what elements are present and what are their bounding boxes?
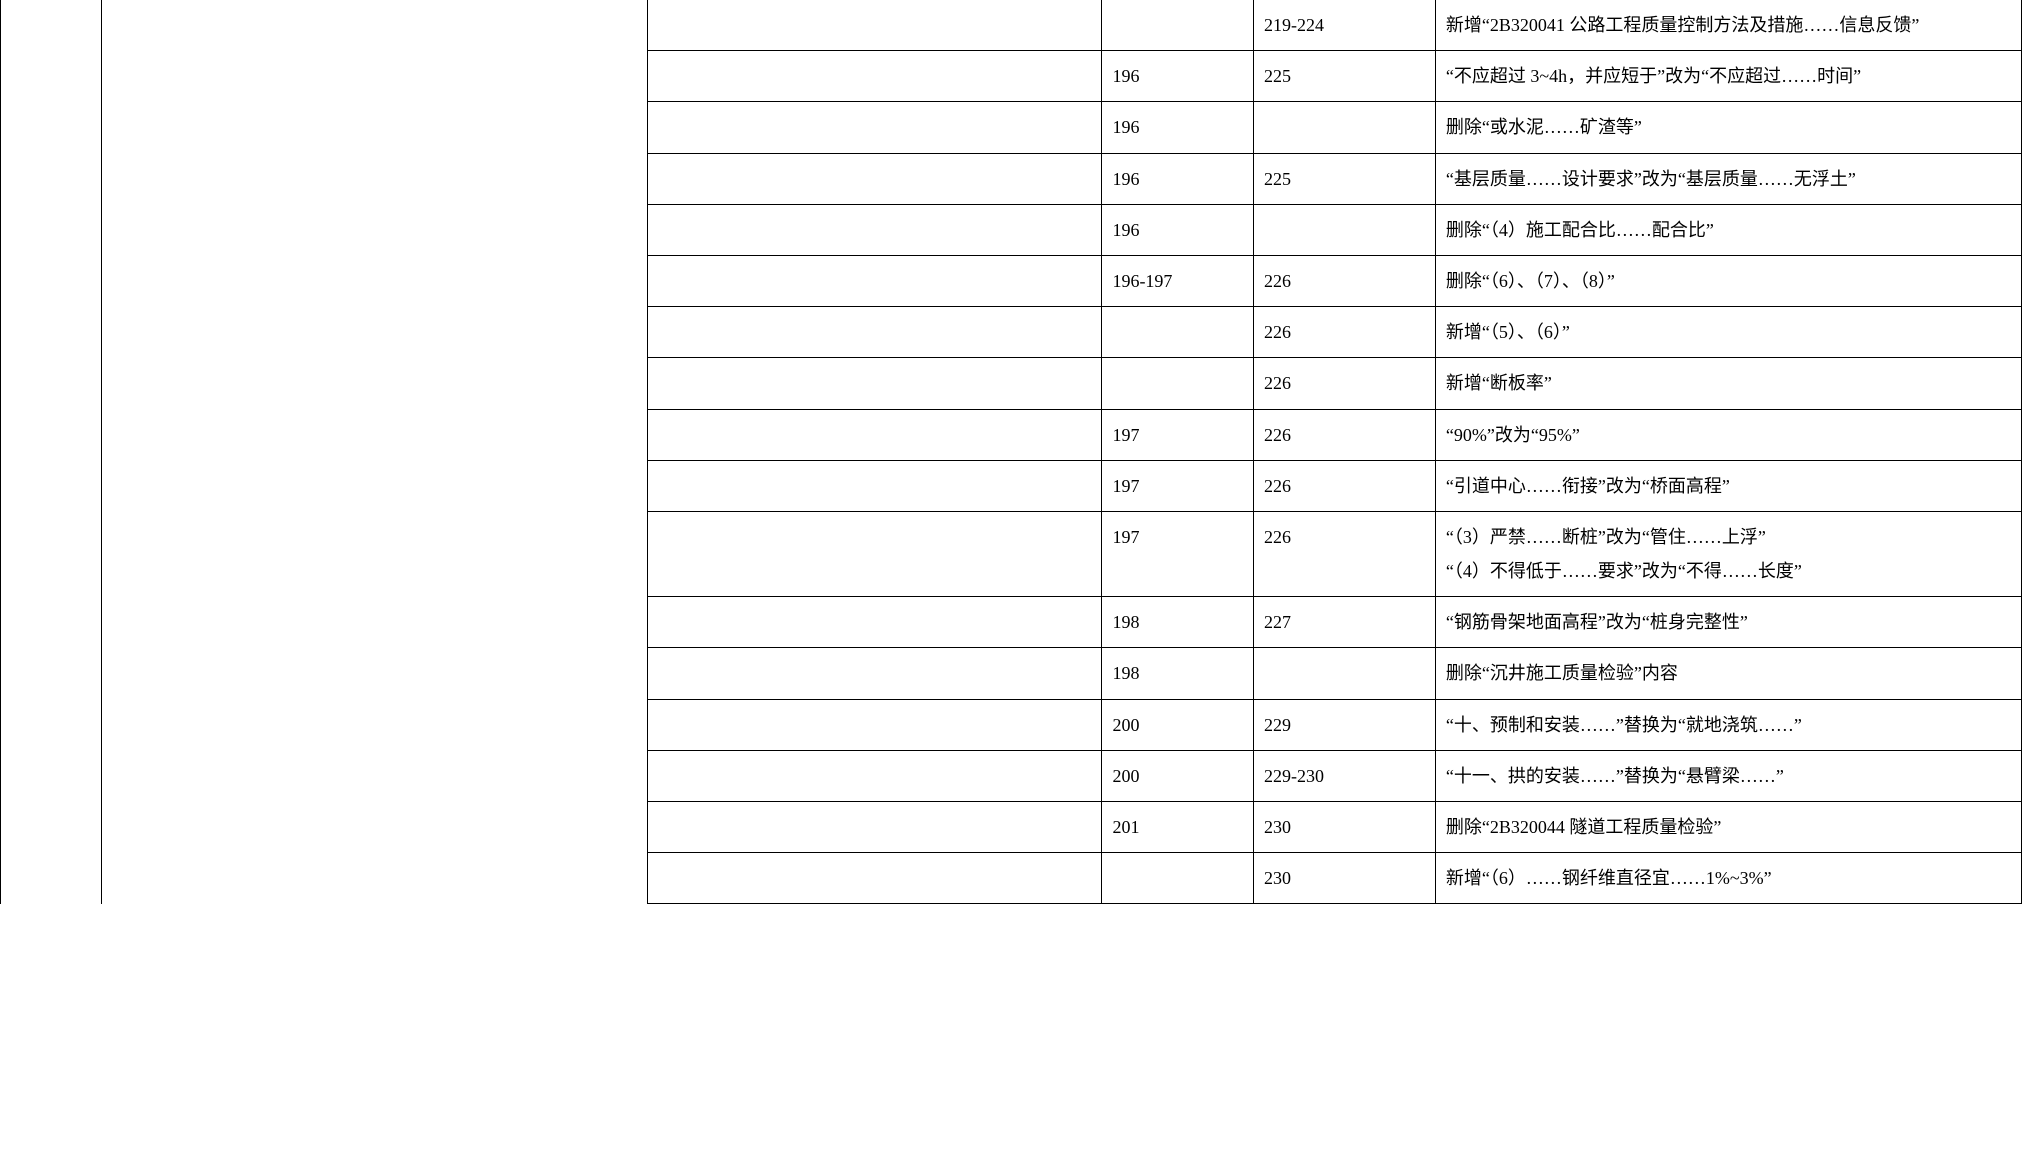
- cell-col4: 198: [1102, 597, 1254, 648]
- cell-col3: [647, 153, 1102, 204]
- cell-col6: 新增“2B320041 公路工程质量控制方法及措施……信息反馈”: [1435, 0, 2021, 51]
- cell-col5: 229: [1254, 699, 1436, 750]
- cell-col5: 225: [1254, 153, 1436, 204]
- cell-col5: [1254, 204, 1436, 255]
- cell-col6: “不应超过 3~4h，并应短于”改为“不应超过……时间”: [1435, 51, 2021, 102]
- cell-col3: [647, 307, 1102, 358]
- cell-col6: “（3）严禁……断桩”改为“管住……上浮”“（4）不得低于……要求”改为“不得……: [1435, 511, 2021, 596]
- cell-col4: [1102, 853, 1254, 904]
- table-row: 219-224新增“2B320041 公路工程质量控制方法及措施……信息反馈”: [1, 0, 2022, 51]
- cell-col4: 197: [1102, 511, 1254, 596]
- cell-col5: 226: [1254, 255, 1436, 306]
- cell-col3: [647, 802, 1102, 853]
- data-table: 219-224新增“2B320041 公路工程质量控制方法及措施……信息反馈”1…: [0, 0, 2022, 904]
- cell-col3: [647, 648, 1102, 699]
- cell-col6: 删除“（6）、（7）、（8）”: [1435, 255, 2021, 306]
- cell-col3: [647, 853, 1102, 904]
- cell-col5: 230: [1254, 853, 1436, 904]
- merged-col-1: [1, 0, 102, 904]
- cell-col3: [647, 597, 1102, 648]
- cell-col3: [647, 511, 1102, 596]
- cell-col4: 198: [1102, 648, 1254, 699]
- cell-col6: 删除“或水泥……矿渣等”: [1435, 102, 2021, 153]
- merged-col-2: [102, 0, 648, 904]
- cell-col4: 196: [1102, 204, 1254, 255]
- cell-col4: 200: [1102, 699, 1254, 750]
- cell-col4: 201: [1102, 802, 1254, 853]
- cell-col6: 新增“（5）、（6）”: [1435, 307, 2021, 358]
- cell-col3: [647, 255, 1102, 306]
- cell-col4: 200: [1102, 750, 1254, 801]
- cell-col4: 196: [1102, 51, 1254, 102]
- cell-col4: [1102, 358, 1254, 409]
- cell-col3: [647, 358, 1102, 409]
- cell-col3: [647, 51, 1102, 102]
- cell-col6: 删除“2B320044 隧道工程质量检验”: [1435, 802, 2021, 853]
- cell-col3: [647, 204, 1102, 255]
- cell-col6: 新增“（6）……钢纤维直径宜……1%~3%”: [1435, 853, 2021, 904]
- cell-col5: 230: [1254, 802, 1436, 853]
- table-wrapper: 219-224新增“2B320041 公路工程质量控制方法及措施……信息反馈”1…: [0, 0, 2022, 904]
- cell-col5: [1254, 102, 1436, 153]
- cell-col6: “十、预制和安装……”替换为“就地浇筑……”: [1435, 699, 2021, 750]
- cell-col3: [647, 0, 1102, 51]
- cell-col6: 删除“（4）施工配合比……配合比”: [1435, 204, 2021, 255]
- cell-col6: 新增“断板率”: [1435, 358, 2021, 409]
- cell-col3: [647, 409, 1102, 460]
- cell-col5: 226: [1254, 511, 1436, 596]
- cell-col5: 225: [1254, 51, 1436, 102]
- cell-col6: “十一、拱的安装……”替换为“悬臂梁……”: [1435, 750, 2021, 801]
- cell-col5: 219-224: [1254, 0, 1436, 51]
- cell-col4: [1102, 0, 1254, 51]
- cell-col5: 226: [1254, 307, 1436, 358]
- cell-col5: 226: [1254, 358, 1436, 409]
- cell-col4: 196: [1102, 153, 1254, 204]
- cell-col5: 227: [1254, 597, 1436, 648]
- cell-col4: 197: [1102, 460, 1254, 511]
- cell-col6: 删除“沉井施工质量检验”内容: [1435, 648, 2021, 699]
- cell-col4: 196-197: [1102, 255, 1254, 306]
- cell-col3: [647, 750, 1102, 801]
- cell-col6: “90%”改为“95%”: [1435, 409, 2021, 460]
- cell-col3: [647, 699, 1102, 750]
- cell-col5: 229-230: [1254, 750, 1436, 801]
- cell-col3: [647, 460, 1102, 511]
- cell-col6: “钢筋骨架地面高程”改为“桩身完整性”: [1435, 597, 2021, 648]
- cell-col6: “引道中心……衔接”改为“桥面高程”: [1435, 460, 2021, 511]
- cell-col6: “基层质量……设计要求”改为“基层质量……无浮土”: [1435, 153, 2021, 204]
- cell-col4: 196: [1102, 102, 1254, 153]
- table-body: 219-224新增“2B320041 公路工程质量控制方法及措施……信息反馈”1…: [1, 0, 2022, 904]
- cell-col5: 226: [1254, 460, 1436, 511]
- cell-col5: [1254, 648, 1436, 699]
- cell-col4: [1102, 307, 1254, 358]
- cell-col3: [647, 102, 1102, 153]
- cell-col4: 197: [1102, 409, 1254, 460]
- cell-col5: 226: [1254, 409, 1436, 460]
